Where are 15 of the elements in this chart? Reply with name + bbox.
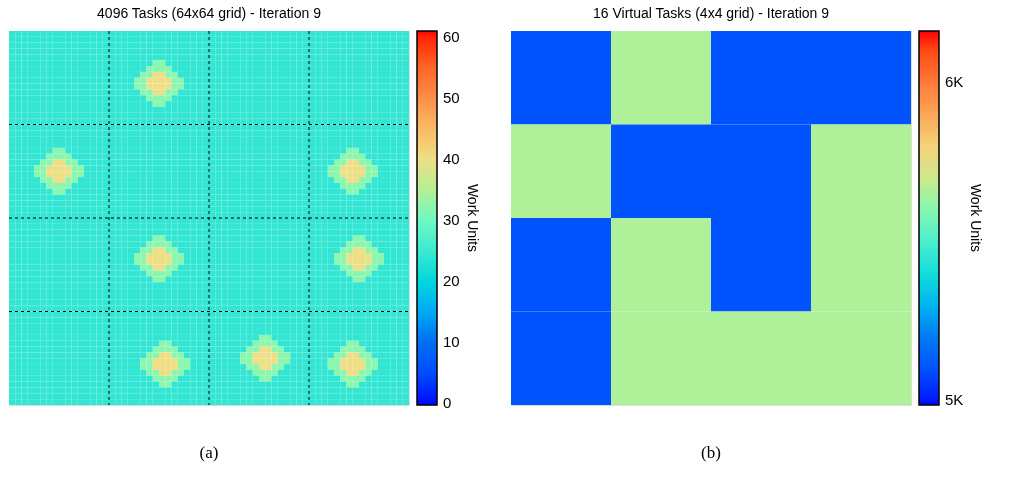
chart-title: 16 Virtual Tasks (4x4 grid) - Iteration 9 [592, 5, 830, 21]
chart-title: 4096 Tasks (64x64 grid) - Iteration 9 [97, 4, 322, 21]
color-bar-label: 60 [443, 28, 460, 46]
color-bar-label: 0 [443, 394, 452, 412]
color-bar-title: Work Units [968, 183, 984, 253]
text: (a) [199, 443, 219, 462]
color-bar-label: 20 [443, 272, 460, 290]
text: (b) [701, 443, 721, 462]
color-bar-label: 30 [443, 211, 460, 229]
color-bar-label: 10 [443, 333, 460, 351]
color-bar-title: Work Units [465, 183, 481, 253]
color-bar-label: 5K [945, 391, 964, 409]
color-bar-label: 40 [443, 150, 460, 168]
color-bar-label: 6K [945, 72, 964, 90]
color-bar-label: 50 [443, 89, 460, 107]
